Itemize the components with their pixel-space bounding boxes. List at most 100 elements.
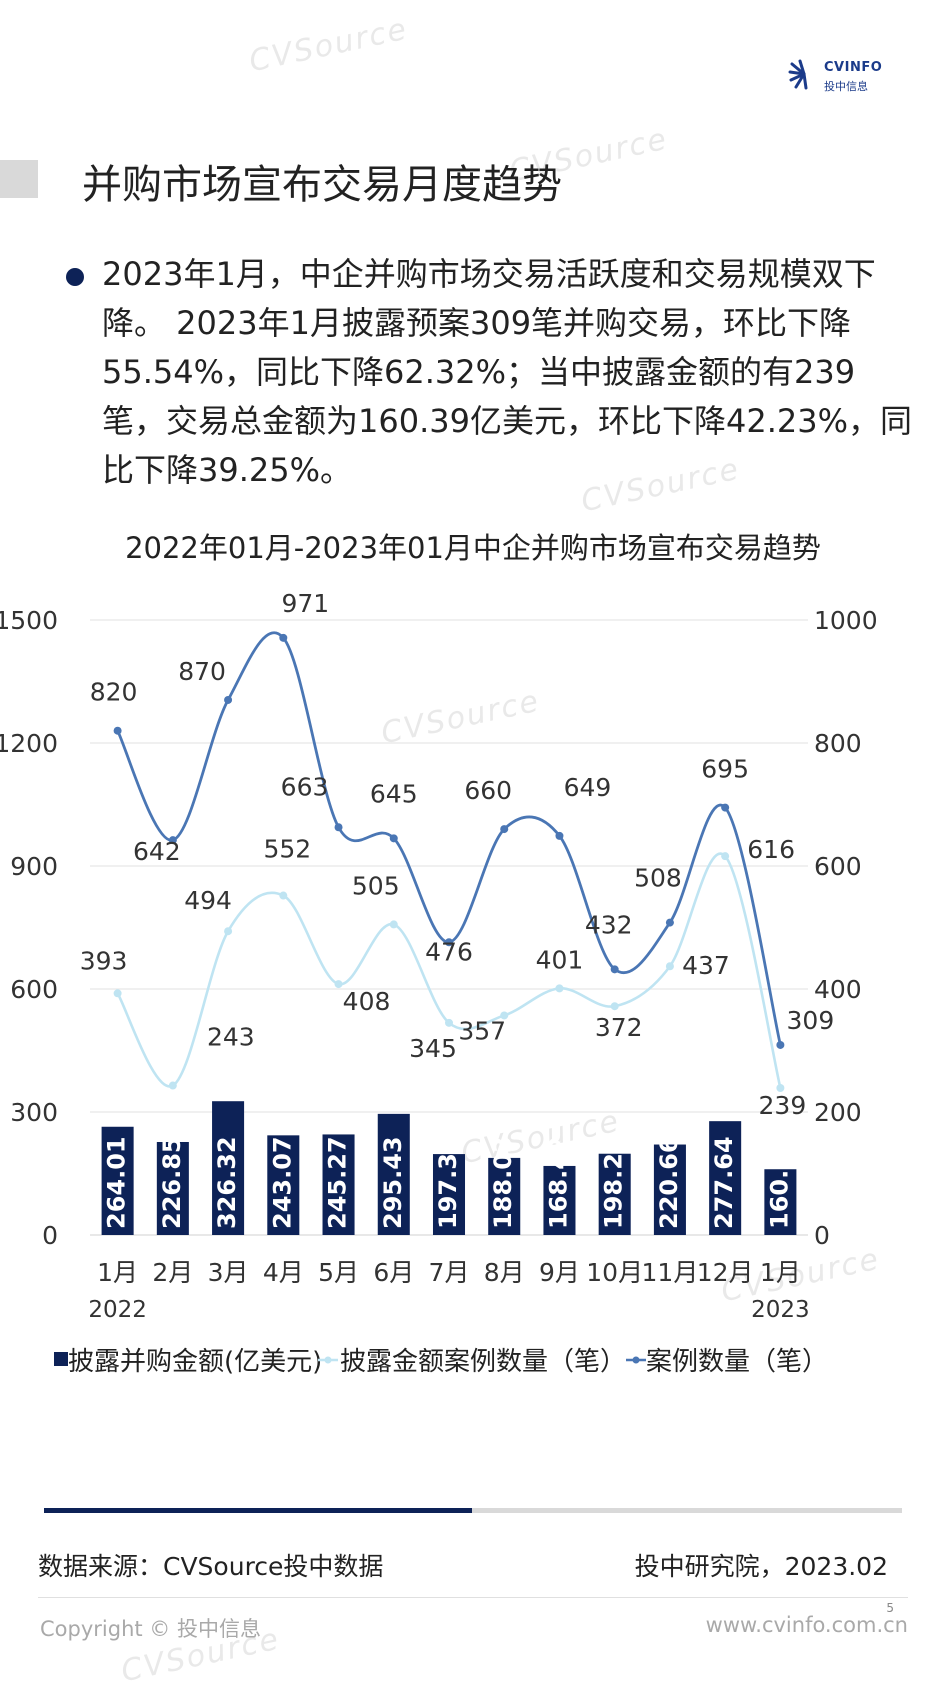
lines <box>113 631 785 1093</box>
page-number: 5 <box>886 1601 894 1615</box>
series-line <box>116 852 782 1089</box>
x-tick-label: 7月 <box>429 1258 470 1287</box>
series-point <box>500 1011 509 1020</box>
series-point <box>168 1081 177 1090</box>
x-tick-label: 12月 <box>697 1258 754 1287</box>
bar <box>432 1154 466 1235</box>
title-accent-bar <box>0 160 38 198</box>
x-tick-label: 9月 <box>539 1258 580 1287</box>
legend-swatch-point <box>632 1356 640 1364</box>
line-value-label: 476 <box>425 937 473 966</box>
bar-value-label: 245.27 <box>324 1136 352 1229</box>
bar-value-label: 168.42 <box>544 1136 572 1229</box>
bar <box>267 1135 300 1235</box>
bar-value-label: 243.07 <box>268 1136 296 1229</box>
line-value-label: 505 <box>352 871 400 900</box>
chart-title: 2022年01月-2023年01月中企并购市场宣布交易趋势 <box>125 531 821 565</box>
series-point <box>168 836 177 845</box>
y-right-tick-label: 0 <box>814 1221 830 1250</box>
bar-value-label: 160.39 <box>765 1136 793 1229</box>
line-value-label: 408 <box>343 987 391 1016</box>
x-tick-label: 5月 <box>318 1258 359 1287</box>
bar <box>598 1153 631 1235</box>
website-link[interactable]: www.cvinfo.com.cn <box>705 1613 908 1637</box>
line-value-label: 345 <box>409 1034 457 1063</box>
line-value-label: 645 <box>370 779 418 808</box>
line-value-label: 642 <box>133 837 181 866</box>
bar-value-label: 277.64 <box>710 1136 738 1229</box>
footer-rule <box>38 1597 908 1598</box>
series-point <box>610 965 619 974</box>
bar <box>212 1101 245 1235</box>
line-value-label: 971 <box>281 590 329 618</box>
y-left-tick-label: 600 <box>10 975 58 1004</box>
series-point <box>555 831 564 840</box>
x-tick-label: 11月 <box>642 1258 699 1287</box>
line-value-label: 372 <box>595 1013 643 1042</box>
data-source: 数据来源：CVSource投中数据 <box>38 1552 384 1581</box>
progress-divider-rest <box>472 1508 902 1513</box>
x-tick-label: 8月 <box>484 1258 525 1287</box>
series-point <box>224 927 233 936</box>
y-right-tick-label: 1000 <box>814 606 878 635</box>
series-point <box>776 1040 785 1049</box>
line-value-label: 820 <box>90 678 138 707</box>
bar-value-label: 264.01 <box>103 1136 131 1229</box>
line-value-label: 695 <box>701 755 749 784</box>
series-point <box>555 984 564 993</box>
cvinfo-logo: CVINFO 投中信息 <box>788 58 888 98</box>
series-point <box>113 726 122 735</box>
series-point <box>334 823 343 832</box>
line-value-label: 401 <box>536 945 584 974</box>
line-value-label: 552 <box>263 835 311 864</box>
bar <box>322 1134 355 1235</box>
combo-chart: 0 300 600 900 1200 1500 0 200 400 600 800 1000 1月 2月 3… <box>0 590 878 1377</box>
copyright: Copyright © 投中信息 <box>40 1617 261 1641</box>
line-value-label: 663 <box>281 772 329 801</box>
bars <box>101 1101 797 1235</box>
progress-divider-filled <box>44 1508 472 1513</box>
y-left-tick-label: 1200 <box>0 729 58 758</box>
y-right-tick-label: 600 <box>814 852 862 881</box>
logo-brand-cn: 投中信息 <box>824 80 868 93</box>
series-point <box>776 1084 785 1093</box>
line-value-label: 616 <box>747 835 795 864</box>
line-value-label: 243 <box>207 1023 255 1052</box>
axes: 0 300 600 900 1200 1500 0 200 400 600 800 1000 1月 2月 3… <box>0 606 878 1323</box>
bar <box>543 1165 576 1235</box>
bar-value-label: 226.85 <box>158 1136 186 1229</box>
series-point <box>113 989 122 998</box>
y-right-tick-label: 400 <box>814 975 862 1004</box>
legend-label: 案例数量（笔） <box>646 1347 828 1377</box>
bar <box>377 1113 410 1235</box>
series-point <box>224 695 233 704</box>
bar <box>764 1169 797 1235</box>
year-label: 2023 <box>751 1297 810 1323</box>
x-tick-label: 3月 <box>208 1258 249 1287</box>
bullet-icon <box>66 268 84 286</box>
series-point <box>389 920 398 929</box>
line-value-label: 649 <box>564 773 612 802</box>
series-line <box>116 631 782 1046</box>
series-point <box>610 1002 619 1011</box>
series-point <box>721 803 730 812</box>
bar <box>488 1157 521 1235</box>
series-point <box>665 962 674 971</box>
line-value-label: 508 <box>634 864 682 893</box>
bar-value-label: 198.23 <box>600 1136 628 1229</box>
line-value-label: 437 <box>682 951 730 980</box>
series-point <box>721 852 730 861</box>
series-point <box>445 1018 453 1027</box>
bar-value-label: 295.43 <box>379 1136 407 1229</box>
bar <box>101 1126 134 1235</box>
line-value-label: 357 <box>458 1016 506 1045</box>
x-tick-label: 1月 <box>97 1258 138 1287</box>
y-left-tick-label: 900 <box>10 852 58 881</box>
line-value-label: 660 <box>464 776 512 805</box>
logo-burst-icon <box>788 59 808 90</box>
series-point <box>389 834 398 843</box>
x-tick-label: 6月 <box>373 1258 414 1287</box>
data-labels: 264.01 226.85 326.32 243.07 245.27 295.43 197.… <box>80 590 834 1229</box>
series-point <box>279 891 288 900</box>
series-point <box>500 825 509 834</box>
